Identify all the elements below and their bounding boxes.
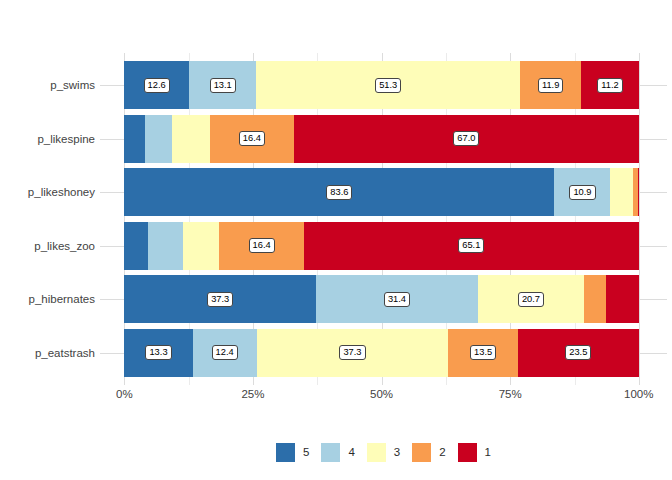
segment-rating-1: 65.1 [304, 222, 639, 270]
segment-rating-2: 11.9 [520, 61, 581, 109]
segment-rating-5: 83.6 [124, 168, 554, 216]
value-label: 10.9 [569, 185, 595, 200]
y-axis-label: p_likespine [0, 131, 95, 147]
value-label: 23.5 [565, 345, 591, 360]
y-axis-label: p_swims [0, 77, 95, 93]
legend-key [367, 443, 386, 462]
value-label: 12.4 [212, 345, 238, 360]
segment-rating-3: 20.7 [478, 275, 585, 323]
value-label: 37.3 [207, 292, 233, 307]
segment-rating-5 [124, 115, 145, 163]
x-tick-label: 100% [609, 387, 669, 401]
bar-p_likespine: 16.4 67.0 [124, 115, 639, 163]
bar-p_likes_zoo: 16.4 65.1 [124, 222, 639, 270]
segment-rating-5 [124, 222, 148, 270]
legend-label: 3 [394, 446, 400, 458]
x-tick-label: 50% [352, 387, 412, 401]
value-label: 83.6 [326, 185, 352, 200]
legend-label: 5 [303, 446, 309, 458]
bar-p_swims: 12.6 13.1 51.3 11.9 11.2 [124, 61, 639, 109]
value-label: 16.4 [239, 131, 265, 146]
value-label: 12.6 [144, 78, 170, 93]
segment-rating-4: 13.1 [189, 61, 256, 109]
segment-rating-1 [638, 168, 639, 216]
legend-label: 4 [348, 446, 354, 458]
gridline-major [639, 53, 640, 385]
legend-key [276, 443, 295, 462]
bar-p_hibernates: 37.3 31.4 20.7 [124, 275, 639, 323]
plot-area: 12.6 13.1 51.3 11.9 11.2 16.4 67.0 83.6 10.9 16.4… [100, 53, 667, 385]
stacked-bar-chart: 12.6 13.1 51.3 11.9 11.2 16.4 67.0 83.6 10.9 16.4… [0, 0, 672, 480]
value-label: 51.3 [375, 78, 401, 93]
segment-rating-1: 11.2 [581, 61, 639, 109]
segment-rating-3: 51.3 [256, 61, 520, 109]
segment-rating-4: 10.9 [554, 168, 610, 216]
segment-rating-3: 37.3 [257, 329, 449, 377]
legend-key [321, 443, 340, 462]
segment-rating-4: 12.4 [193, 329, 257, 377]
segment-rating-2: 16.4 [210, 115, 294, 163]
value-label: 11.2 [597, 78, 622, 93]
legend-item: 3 [367, 443, 400, 462]
legend-label: 2 [439, 446, 445, 458]
segment-rating-5: 37.3 [124, 275, 316, 323]
value-label: 67.0 [453, 131, 479, 146]
legend-key [412, 443, 431, 462]
value-label: 11.9 [538, 78, 563, 93]
x-tick-label: 0% [94, 387, 154, 401]
legend-key [458, 443, 477, 462]
legend: 5 4 3 2 1 [100, 442, 667, 462]
segment-rating-2 [584, 275, 606, 323]
legend-item: 2 [412, 443, 445, 462]
segment-rating-5: 13.3 [124, 329, 192, 377]
segment-rating-3 [172, 115, 210, 163]
y-axis-label: p_likes_zoo [0, 238, 95, 254]
segment-rating-1 [606, 275, 638, 323]
segment-rating-1: 23.5 [518, 329, 639, 377]
segment-rating-4 [148, 222, 183, 270]
segment-rating-4: 31.4 [316, 275, 478, 323]
legend-label: 1 [485, 446, 491, 458]
segment-rating-3 [610, 168, 632, 216]
segment-rating-2: 16.4 [219, 222, 303, 270]
bar-p_likeshoney: 83.6 10.9 [124, 168, 639, 216]
segment-rating-2: 13.5 [448, 329, 517, 377]
value-label: 16.4 [249, 238, 275, 253]
value-label: 13.3 [145, 345, 171, 360]
segment-rating-4 [145, 115, 172, 163]
y-axis-label: p_eatstrash [0, 345, 95, 361]
legend-item: 4 [321, 443, 354, 462]
bar-p_eatstrash: 13.3 12.4 37.3 13.5 23.5 [124, 329, 639, 377]
value-label: 37.3 [339, 345, 365, 360]
value-label: 65.1 [458, 238, 484, 253]
y-axis-label: p_hibernates [0, 291, 95, 307]
value-label: 31.4 [384, 292, 410, 307]
x-tick-label: 25% [223, 387, 283, 401]
segment-rating-3 [183, 222, 219, 270]
segment-rating-5: 12.6 [124, 61, 189, 109]
legend-item: 1 [458, 443, 491, 462]
y-axis-label: p_likeshoney [0, 184, 95, 200]
value-label: 13.5 [470, 345, 496, 360]
value-label: 13.1 [210, 78, 236, 93]
segment-rating-1: 67.0 [294, 115, 639, 163]
x-tick-label: 75% [480, 387, 540, 401]
legend-item: 5 [276, 443, 309, 462]
value-label: 20.7 [518, 292, 544, 307]
